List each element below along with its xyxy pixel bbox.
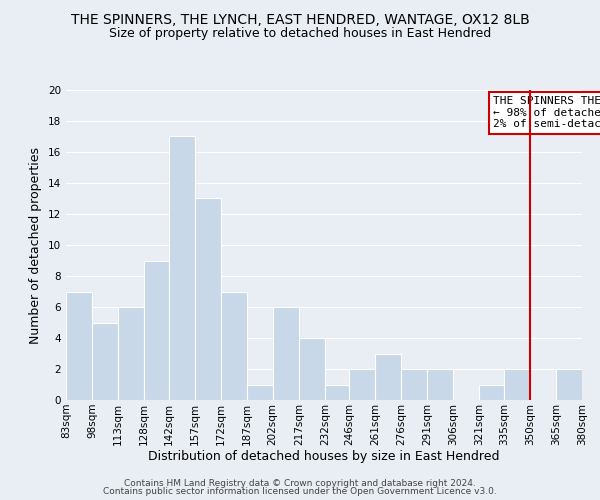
Bar bbox=[299, 338, 325, 400]
Text: THE SPINNERS THE LYNCH: 350sqm
← 98% of detached houses are smaller (87)
2% of s: THE SPINNERS THE LYNCH: 350sqm ← 98% of … bbox=[493, 96, 600, 130]
Bar bbox=[247, 384, 273, 400]
Bar bbox=[427, 369, 454, 400]
Bar bbox=[144, 260, 169, 400]
X-axis label: Distribution of detached houses by size in East Hendred: Distribution of detached houses by size … bbox=[148, 450, 500, 464]
Bar bbox=[221, 292, 247, 400]
Text: THE SPINNERS, THE LYNCH, EAST HENDRED, WANTAGE, OX12 8LB: THE SPINNERS, THE LYNCH, EAST HENDRED, W… bbox=[71, 12, 529, 26]
Bar bbox=[325, 384, 349, 400]
Bar bbox=[401, 369, 427, 400]
Text: Contains public sector information licensed under the Open Government Licence v3: Contains public sector information licen… bbox=[103, 487, 497, 496]
Bar bbox=[556, 369, 582, 400]
Bar bbox=[375, 354, 401, 400]
Y-axis label: Number of detached properties: Number of detached properties bbox=[29, 146, 43, 344]
Bar bbox=[118, 307, 144, 400]
Bar bbox=[273, 307, 299, 400]
Bar bbox=[349, 369, 375, 400]
Bar bbox=[194, 198, 221, 400]
Text: Size of property relative to detached houses in East Hendred: Size of property relative to detached ho… bbox=[109, 28, 491, 40]
Bar bbox=[479, 384, 504, 400]
Bar bbox=[169, 136, 194, 400]
Bar bbox=[66, 292, 92, 400]
Bar bbox=[504, 369, 530, 400]
Bar bbox=[92, 322, 118, 400]
Text: Contains HM Land Registry data © Crown copyright and database right 2024.: Contains HM Land Registry data © Crown c… bbox=[124, 478, 476, 488]
